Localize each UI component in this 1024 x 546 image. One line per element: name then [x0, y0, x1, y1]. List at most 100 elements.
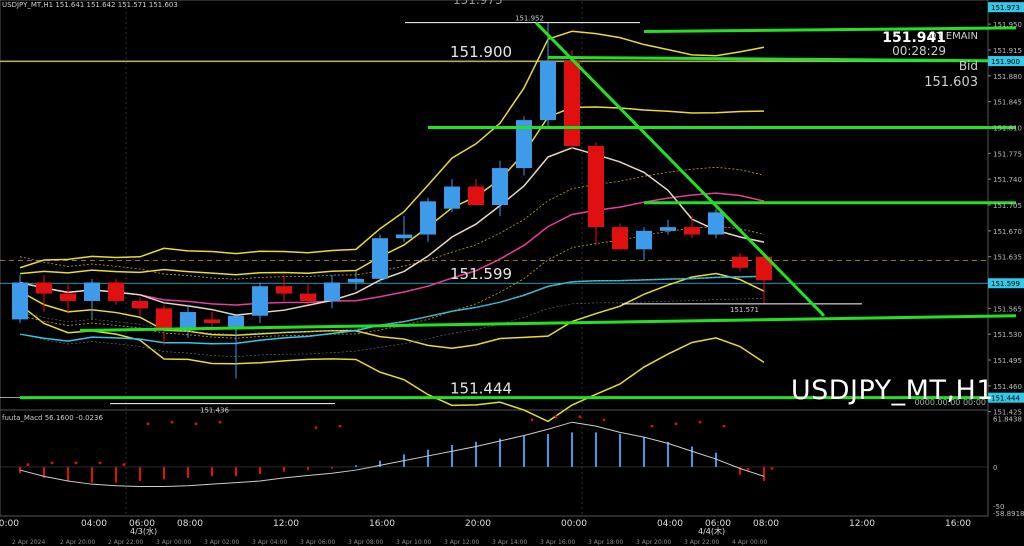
- footer-date: 3 Apr 10:00: [396, 539, 431, 546]
- price-tag-label: 151.973: [991, 4, 1020, 12]
- candle-body: [636, 230, 652, 250]
- macd-dot: [194, 422, 198, 426]
- time-axis-label: 16:00: [369, 519, 395, 529]
- price-axis-label: 151.425: [993, 409, 1022, 417]
- candle-body: [708, 212, 724, 235]
- macd-dot: [146, 422, 150, 426]
- date-footer-text: 0000.00.00 00:00: [915, 398, 986, 407]
- bar-countdown: 00:28:29: [892, 44, 946, 58]
- candle-body: [660, 227, 676, 231]
- candle-body: [540, 61, 556, 121]
- candle-body: [348, 278, 364, 283]
- footer-date: 3 Apr 14:00: [492, 539, 527, 546]
- price-axis-label: 151.740: [993, 176, 1022, 184]
- bollinger-upper-outer: [19, 30, 765, 269]
- footer-date: 3 Apr 22:00: [684, 539, 719, 546]
- macd-signal-line: [19, 421, 765, 488]
- macd-axis-label: 61.8438: [993, 415, 1022, 423]
- cloud-span-a: [19, 276, 765, 335]
- price-axis-label: 151.915: [993, 47, 1022, 55]
- info-top: DT EMAIN: [928, 31, 978, 42]
- candle-body: [324, 282, 340, 301]
- price-axis-label: 151.810: [993, 124, 1022, 132]
- macd-dot: [722, 424, 726, 428]
- macd-dot: [122, 463, 126, 466]
- macd-dot: [98, 461, 102, 465]
- candle-body: [156, 308, 172, 331]
- envelope-upper: [19, 166, 765, 280]
- bollinger-lower-outer: [19, 304, 765, 423]
- footer-date: 3 Apr 08:00: [348, 539, 383, 546]
- time-axis-label: 20:00: [465, 519, 491, 529]
- cloud-span-b: [19, 298, 765, 357]
- candle-body: [732, 256, 748, 268]
- footer-date: 3 Apr 18:00: [588, 539, 623, 546]
- candle-body: [84, 282, 100, 301]
- candle-body: [108, 282, 124, 301]
- candle-body: [492, 168, 508, 205]
- top-partial-label: 151.973: [453, 0, 503, 7]
- price-axis-label: 151.670: [993, 228, 1022, 236]
- time-axis-label: 16:00: [945, 519, 971, 529]
- macd-dot: [650, 424, 654, 428]
- time-axis-label: 12:00: [273, 519, 299, 529]
- footer-date: 3 Apr 16:00: [540, 539, 575, 546]
- ma-white: [19, 147, 765, 316]
- footer-date: 3 Apr 00:00: [156, 539, 191, 546]
- macd-dot: [602, 418, 606, 422]
- low2-marker-label: 151.436: [200, 407, 229, 415]
- ma-pink: [19, 192, 765, 306]
- time-axis-label: 08:00: [177, 519, 203, 529]
- candle-body: [60, 293, 76, 301]
- candle-body: [396, 234, 412, 239]
- footer-date: 3 Apr 12:00: [444, 539, 479, 546]
- level-label-151900: 151.900: [450, 43, 512, 61]
- macd-dot: [314, 426, 318, 430]
- price-axis-label: 151.565: [993, 305, 1022, 313]
- symbol-header: USDJPY_MT,H1 151.641 151.642 151.571 151…: [2, 1, 178, 9]
- time-axis-label: 04:00: [657, 519, 683, 529]
- macd-dot: [530, 418, 534, 422]
- low-marker-label: 151.571: [730, 306, 759, 314]
- level-label-151599: 151.599: [450, 265, 512, 283]
- macd-axis-label: -58.8918: [993, 510, 1024, 518]
- high-marker-label: 151.952: [515, 15, 544, 23]
- price-axis-label: 151.460: [993, 383, 1022, 391]
- price-tag-label: 151.599: [991, 280, 1020, 288]
- macd-dot: [746, 467, 750, 471]
- candle-body: [228, 315, 244, 327]
- date-label: 4/4(木): [698, 526, 725, 536]
- candle-body: [420, 201, 436, 235]
- macd-dot: [578, 415, 582, 419]
- macd-axis-label: 0: [993, 464, 997, 472]
- candle-body: [588, 145, 604, 228]
- macd-dot: [770, 467, 774, 470]
- price-tag: [988, 2, 1024, 13]
- candle-body: [444, 186, 460, 209]
- footer-date: 3 Apr 02:00: [204, 539, 239, 546]
- bid-value: 151.603: [924, 75, 978, 90]
- candle-body: [612, 227, 628, 250]
- macd-label: fuuta_Macd 56.1600 -0.0236: [2, 414, 103, 422]
- candle-body: [204, 319, 220, 324]
- price-axis-label: 151.495: [993, 357, 1022, 365]
- time-axis-label: 04:00: [81, 519, 107, 529]
- candle-body: [564, 61, 580, 146]
- bid-label: Bid: [958, 59, 978, 73]
- ma-cyan: [19, 275, 765, 345]
- trend-line: [534, 21, 826, 317]
- level-label-151444: 151.444: [450, 380, 512, 398]
- candle-body: [516, 120, 532, 169]
- footer-date: 2 Apr 2024: [12, 539, 45, 546]
- macd-dot: [218, 420, 222, 424]
- bollinger-lower-inner: [19, 272, 765, 349]
- price-axis-label: 151.705: [993, 202, 1022, 210]
- time-axis-label: 12:00: [849, 519, 875, 529]
- macd-dot: [554, 415, 558, 419]
- price-tag-label: 151.444: [991, 395, 1020, 403]
- footer-date: 2 Apr 22:00: [108, 539, 143, 546]
- trend-line: [643, 26, 1017, 34]
- candle-body: [252, 286, 268, 316]
- macd-dot: [170, 420, 174, 424]
